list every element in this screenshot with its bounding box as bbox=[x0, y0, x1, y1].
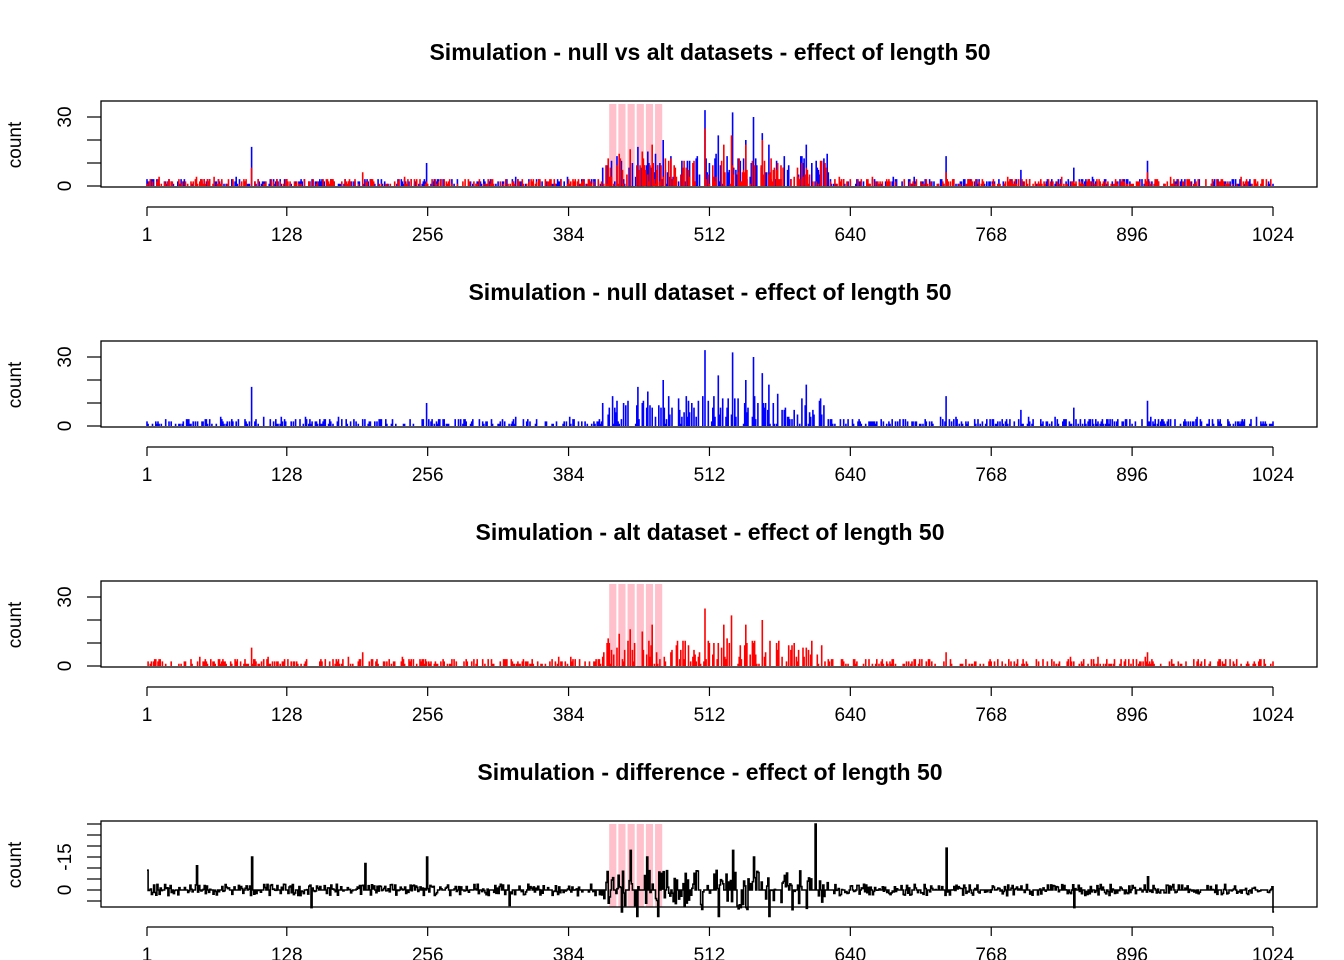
y-axis: 0 30 bbox=[55, 586, 101, 671]
y-tick-label: 30 bbox=[55, 586, 76, 607]
count-bars bbox=[146, 350, 1274, 426]
x-tick-label: 1024 bbox=[1252, 945, 1295, 960]
x-tick-label: 512 bbox=[694, 225, 726, 246]
x-tick-label: 1024 bbox=[1252, 225, 1295, 246]
y-axis: 0 30 bbox=[55, 106, 101, 191]
x-tick-label: 384 bbox=[553, 465, 585, 486]
x-tick-label: 896 bbox=[1116, 225, 1148, 246]
x-tick-label: 1 bbox=[142, 225, 153, 246]
x-axis: 1 128 256 384 512 640 768 896 1024 bbox=[142, 926, 1295, 960]
effect-stripe bbox=[636, 104, 644, 187]
y-tick-label: -15 bbox=[55, 843, 76, 870]
y-axis-label: count bbox=[5, 361, 26, 408]
chart-title: Simulation - difference - effect of leng… bbox=[477, 759, 942, 785]
x-tick-label: 768 bbox=[975, 225, 1007, 246]
x-tick-label: 896 bbox=[1116, 945, 1148, 960]
x-tick-label: 1 bbox=[142, 945, 153, 960]
y-axis-label: count bbox=[5, 121, 26, 168]
x-axis: 1 128 256 384 512 640 768 896 1024 bbox=[142, 686, 1295, 726]
x-tick-label: 640 bbox=[834, 225, 866, 246]
effect-stripe bbox=[645, 104, 654, 187]
x-tick-label: 896 bbox=[1116, 465, 1148, 486]
series-1 bbox=[147, 608, 1274, 666]
x-tick-label: 384 bbox=[553, 225, 585, 246]
x-tick-label: 256 bbox=[412, 465, 444, 486]
series-1 bbox=[146, 110, 1274, 186]
x-tick-label: 128 bbox=[271, 225, 303, 246]
count-bars bbox=[146, 128, 1272, 186]
chart-panel-4: Simulation - difference - effect of leng… bbox=[5, 759, 1318, 960]
x-tick-label: 512 bbox=[694, 945, 726, 960]
effect-stripe bbox=[645, 584, 654, 667]
x-tick-label: 768 bbox=[975, 945, 1007, 960]
chart-panel-3: Simulation - alt dataset - effect of len… bbox=[5, 519, 1318, 726]
y-axis-label: count bbox=[5, 601, 26, 648]
effect-stripe bbox=[609, 104, 617, 187]
effect-stripe bbox=[618, 584, 626, 667]
x-tick-label: 128 bbox=[271, 945, 303, 960]
x-tick-label: 384 bbox=[553, 945, 585, 960]
effect-stripe bbox=[655, 584, 663, 667]
x-tick-label: 896 bbox=[1116, 705, 1148, 726]
x-tick-label: 768 bbox=[975, 465, 1007, 486]
y-axis-label: count bbox=[5, 841, 26, 888]
plot-frame bbox=[100, 100, 1318, 188]
x-tick-label: 256 bbox=[412, 705, 444, 726]
x-tick-label: 1 bbox=[142, 465, 153, 486]
x-tick-label: 256 bbox=[412, 945, 444, 960]
effect-stripe bbox=[618, 824, 626, 907]
y-tick-label: 30 bbox=[55, 106, 76, 127]
chart-title: Simulation - null vs alt datasets - effe… bbox=[429, 39, 990, 65]
effect-stripe bbox=[655, 824, 663, 907]
x-tick-label: 640 bbox=[834, 705, 866, 726]
chart-panel-2: Simulation - null dataset - effect of le… bbox=[5, 279, 1318, 486]
chart-panel-1: Simulation - null vs alt datasets - effe… bbox=[5, 39, 1318, 246]
difference-line bbox=[147, 823, 1275, 918]
x-tick-label: 512 bbox=[694, 705, 726, 726]
y-tick-label: 30 bbox=[55, 346, 76, 367]
effect-stripe bbox=[627, 584, 635, 667]
x-tick-label: 640 bbox=[834, 465, 866, 486]
x-tick-label: 1 bbox=[142, 705, 153, 726]
x-tick-label: 384 bbox=[553, 705, 585, 726]
effect-stripe bbox=[655, 104, 663, 187]
x-tick-label: 512 bbox=[694, 465, 726, 486]
effect-stripe bbox=[645, 824, 654, 907]
series-1 bbox=[146, 350, 1274, 426]
y-tick-label: 0 bbox=[55, 421, 76, 432]
effect-stripe bbox=[609, 584, 617, 667]
count-bars bbox=[147, 608, 1274, 666]
x-tick-label: 640 bbox=[834, 945, 866, 960]
series-1 bbox=[147, 823, 1275, 918]
y-tick-label: 0 bbox=[55, 181, 76, 192]
x-tick-label: 768 bbox=[975, 705, 1007, 726]
x-tick-label: 128 bbox=[271, 465, 303, 486]
plot-frame bbox=[100, 820, 1318, 908]
x-axis: 1 128 256 384 512 640 768 896 1024 bbox=[142, 446, 1295, 486]
y-tick-label: 0 bbox=[55, 885, 76, 896]
chart-title: Simulation - null dataset - effect of le… bbox=[468, 279, 951, 305]
y-axis: 0 30 bbox=[55, 346, 101, 431]
y-tick-label: 0 bbox=[55, 661, 76, 672]
y-axis: -15 0 bbox=[55, 823, 101, 902]
effect-stripe bbox=[609, 824, 617, 907]
chart-title: Simulation - alt dataset - effect of len… bbox=[475, 519, 944, 545]
effect-region bbox=[609, 104, 663, 187]
effect-stripe bbox=[627, 104, 635, 187]
effect-stripe bbox=[618, 104, 626, 187]
effect-stripe bbox=[636, 824, 644, 907]
x-tick-label: 128 bbox=[271, 705, 303, 726]
effect-region bbox=[609, 584, 663, 667]
x-tick-label: 1024 bbox=[1252, 465, 1295, 486]
plot-frame bbox=[100, 340, 1318, 428]
count-bars bbox=[146, 110, 1274, 186]
x-axis: 1 128 256 384 512 640 768 896 1024 bbox=[142, 206, 1295, 246]
x-tick-label: 256 bbox=[412, 225, 444, 246]
series-2 bbox=[146, 128, 1272, 186]
x-tick-label: 1024 bbox=[1252, 705, 1295, 726]
effect-stripe bbox=[636, 584, 644, 667]
plot-frame bbox=[100, 580, 1318, 668]
